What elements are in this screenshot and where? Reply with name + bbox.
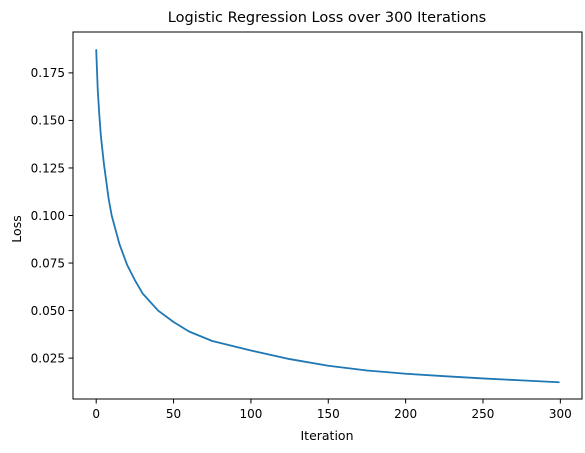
chart-title: Logistic Regression Loss over 300 Iterat… [168,10,486,26]
y-tick-label: 0.025 [31,351,65,365]
x-tick-label: 100 [239,407,262,421]
x-tick-label: 250 [472,407,495,421]
x-tick-label: 50 [166,407,181,421]
x-axis-ticks: 0 50 100 150 200 250 300 [92,399,572,421]
y-tick-label: 0.100 [31,209,65,223]
x-tick-label: 200 [394,407,417,421]
loss-series-line [95,49,560,384]
plot-area [72,31,583,400]
y-tick-label: 0.050 [31,304,65,318]
x-tick-label: 0 [92,407,100,421]
y-tick-label: 0.150 [31,114,65,128]
y-tick-label: 0.175 [31,66,65,80]
y-axis-label: Loss [9,215,24,242]
x-tick-label: 150 [317,407,340,421]
x-tick-label: 300 [549,407,572,421]
x-axis-label: Iteration [300,428,353,443]
y-tick-label: 0.125 [31,161,65,175]
axes-frame [72,31,583,400]
y-axis-ticks: 0.025 0.050 0.075 0.100 0.125 0.150 0.175 [31,66,73,365]
y-tick-label: 0.075 [31,256,65,270]
